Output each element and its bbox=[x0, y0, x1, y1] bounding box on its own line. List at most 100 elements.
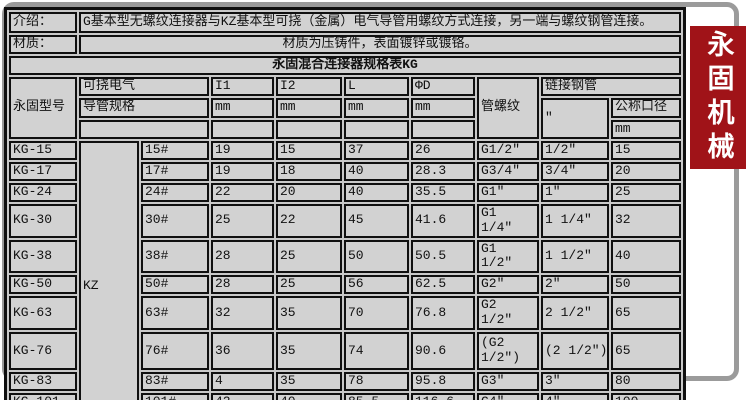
i1-cell: 4 bbox=[211, 372, 274, 392]
i2-cell: 18 bbox=[276, 161, 342, 181]
inch-cell: 2 1/2″ bbox=[541, 296, 609, 331]
spec-cell: 83# bbox=[141, 372, 209, 392]
i1-cell: 25 bbox=[211, 203, 274, 238]
thread-cell: G3″ bbox=[477, 372, 539, 392]
thread-cell: G1″ bbox=[477, 182, 539, 202]
header-i1: I1 bbox=[211, 76, 274, 96]
dn-cell: 50 bbox=[611, 275, 682, 295]
d-cell: 76.8 bbox=[411, 296, 475, 331]
inch-cell: 4″ bbox=[541, 393, 609, 400]
model-cell: KG-24 bbox=[9, 182, 77, 202]
inch-cell: 1″ bbox=[541, 182, 609, 202]
i2-cell: 25 bbox=[276, 275, 342, 295]
header-blank-i1 bbox=[211, 119, 274, 139]
table-row: KG-24 24# 22 20 40 35.5 G1″ 1″ 25 bbox=[9, 182, 682, 202]
brand-banner: 永固机械 bbox=[690, 26, 746, 169]
page-title: 永固混合连接器规格表KG bbox=[9, 55, 682, 75]
inch-cell: 2″ bbox=[541, 275, 609, 295]
inch-cell: (2 1/2″) bbox=[541, 332, 609, 371]
i2-cell: 35 bbox=[276, 372, 342, 392]
header-blank-i2 bbox=[276, 119, 342, 139]
d-cell: 28.3 bbox=[411, 161, 475, 181]
table-row: KG-76 76# 36 35 74 90.6 (G2 1/2″) (2 1/2… bbox=[9, 332, 682, 371]
header-nominal-unit: mm bbox=[611, 119, 682, 139]
thread-cell: G1/2″ bbox=[477, 140, 539, 160]
header-model: 永固型号 bbox=[9, 76, 77, 139]
l-cell: 85.5 bbox=[344, 393, 409, 400]
table-row: KG-63 63# 32 35 70 76.8 G2 1/2″ 2 1/2″ 6… bbox=[9, 296, 682, 331]
l-cell: 40 bbox=[344, 161, 409, 181]
d-cell: 95.8 bbox=[411, 372, 475, 392]
thread-cell: G2 1/2″ bbox=[477, 296, 539, 331]
thread-cell: (G2 1/2″) bbox=[477, 332, 539, 371]
material-label: 材质： bbox=[9, 35, 77, 54]
table-row: KG-15 KZ 15# 19 15 37 26 G1/2″ 1/2″ 15 bbox=[9, 140, 682, 400]
header-blank-conduit bbox=[79, 119, 209, 139]
i2-cell: 20 bbox=[276, 182, 342, 202]
i2-cell: 25 bbox=[276, 239, 342, 274]
material-row: 材质： 材质为压铸件，表面镀锌或镀铬。 bbox=[9, 35, 682, 54]
d-cell: 62.5 bbox=[411, 275, 475, 295]
i1-cell: 42 bbox=[211, 393, 274, 400]
dn-cell: 32 bbox=[611, 203, 682, 238]
i1-cell: 22 bbox=[211, 182, 274, 202]
inch-cell: 1/2″ bbox=[541, 140, 609, 160]
table-row: KG-101 101# 42 40 85.5 116.6 G4″ 4″ 100 bbox=[9, 393, 682, 400]
l-cell: 78 bbox=[344, 372, 409, 392]
thread-cell: G1 1/2″ bbox=[477, 239, 539, 274]
brand-banner-text: 永固机械 bbox=[702, 29, 734, 166]
i1-cell: 19 bbox=[211, 161, 274, 181]
dn-cell: 40 bbox=[611, 239, 682, 274]
table-row: KG-38 38# 28 25 50 50.5 G1 1/2″ 1 1/2″ 4… bbox=[9, 239, 682, 274]
table-row: KG-17 17# 19 18 40 28.3 G3/4″ 3/4″ 20 bbox=[9, 161, 682, 181]
thread-cell: G1 1/4″ bbox=[477, 203, 539, 238]
header-row-2: 导管规格 mm mm mm mm ″ 公称口径 bbox=[9, 97, 682, 139]
model-cell: KG-76 bbox=[9, 332, 77, 371]
dn-cell: 65 bbox=[611, 332, 682, 371]
spec-cell: 30# bbox=[141, 203, 209, 238]
d-cell: 26 bbox=[411, 140, 475, 160]
l-cell: 45 bbox=[344, 203, 409, 238]
inch-cell: 3/4″ bbox=[541, 161, 609, 181]
l-cell: 40 bbox=[344, 182, 409, 202]
i2-cell: 15 bbox=[276, 140, 342, 160]
i2-cell: 35 bbox=[276, 296, 342, 331]
inch-cell: 1 1/4″ bbox=[541, 203, 609, 238]
header-link-pipe: 链接钢管 bbox=[541, 76, 682, 96]
inch-cell: 1 1/2″ bbox=[541, 239, 609, 274]
intro-text: G基本型无螺纹连接器与KZ基本型可挠（金属）电气导管用螺纹方式连接，另一端与螺纹… bbox=[79, 12, 682, 33]
spec-cell: 15# bbox=[141, 140, 209, 160]
spec-cell: 38# bbox=[141, 239, 209, 274]
dn-cell: 65 bbox=[611, 296, 682, 331]
i1-cell: 32 bbox=[211, 296, 274, 331]
i2-cell: 40 bbox=[276, 393, 342, 400]
i1-cell: 19 bbox=[211, 140, 274, 160]
model-cell: KG-63 bbox=[9, 296, 77, 331]
intro-label: 介绍： bbox=[9, 12, 77, 33]
header-row-1: 永固型号 可挠电气 I1 I2 L ΦD 管螺纹 链接钢管 bbox=[9, 76, 682, 139]
spec-table: 介绍： G基本型无螺纹连接器与KZ基本型可挠（金属）电气导管用螺纹方式连接，另一… bbox=[4, 7, 687, 400]
header-l-unit: mm bbox=[344, 97, 409, 118]
d-cell: 50.5 bbox=[411, 239, 475, 274]
d-cell: 41.6 bbox=[411, 203, 475, 238]
i2-cell: 22 bbox=[276, 203, 342, 238]
dn-cell: 15 bbox=[611, 140, 682, 160]
header-nominal: 公称口径 bbox=[611, 97, 682, 118]
header-conduit-line2: 导管规格 bbox=[79, 97, 209, 118]
model-cell: KG-50 bbox=[9, 275, 77, 295]
table-row: KG-50 50# 28 25 56 62.5 G2″ 2″ 50 bbox=[9, 275, 682, 295]
header-i2-unit: mm bbox=[276, 97, 342, 118]
thread-cell: G3/4″ bbox=[477, 161, 539, 181]
dn-cell: 20 bbox=[611, 161, 682, 181]
model-cell: KG-30 bbox=[9, 203, 77, 238]
i1-cell: 28 bbox=[211, 275, 274, 295]
spec-cell: 76# bbox=[141, 332, 209, 371]
model-cell: KG-15 bbox=[9, 140, 77, 160]
model-cell: KG-38 bbox=[9, 239, 77, 274]
header-conduit-line1: 可挠电气 bbox=[79, 76, 209, 96]
header-blank-phid bbox=[411, 119, 475, 139]
table-row: KG-30 30# 25 22 45 41.6 G1 1/4″ 1 1/4″ 3… bbox=[9, 203, 682, 238]
dn-cell: 25 bbox=[611, 182, 682, 202]
header-row-3: mm bbox=[9, 119, 682, 139]
header-blank-l bbox=[344, 119, 409, 139]
